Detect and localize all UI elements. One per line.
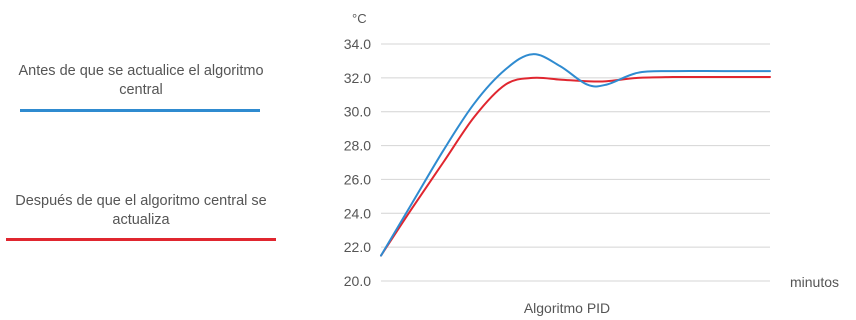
x-axis-unit-label: minutos [790,274,839,290]
legend-label-after: Después de que el algoritmo central se a… [15,193,267,228]
y-tick-label: 26.0 [344,171,371,187]
y-tick-label: 20.0 [344,273,371,289]
grid-lines [381,43,770,282]
y-tick-label: 34.0 [344,36,371,52]
x-axis-title: Algoritmo PID [524,300,610,316]
legend-line-before [20,109,260,112]
y-tick-label: 24.0 [344,205,371,221]
y-axis-unit-label: °C [352,11,367,26]
series-line-before [380,53,771,257]
legend-line-after [6,238,276,241]
y-tick-label: 28.0 [344,138,371,154]
y-tick-labels: 20.0 22.0 24.0 26.0 28.0 30.0 32.0 34.0 [344,36,371,289]
y-tick-label: 22.0 [344,239,371,255]
y-tick-label: 32.0 [344,70,371,86]
y-tick-label: 30.0 [344,104,371,120]
legend-label-before: Antes de que se actualice el algoritmo c… [18,63,264,98]
series-line-after [380,75,771,257]
series-lines [380,53,771,257]
